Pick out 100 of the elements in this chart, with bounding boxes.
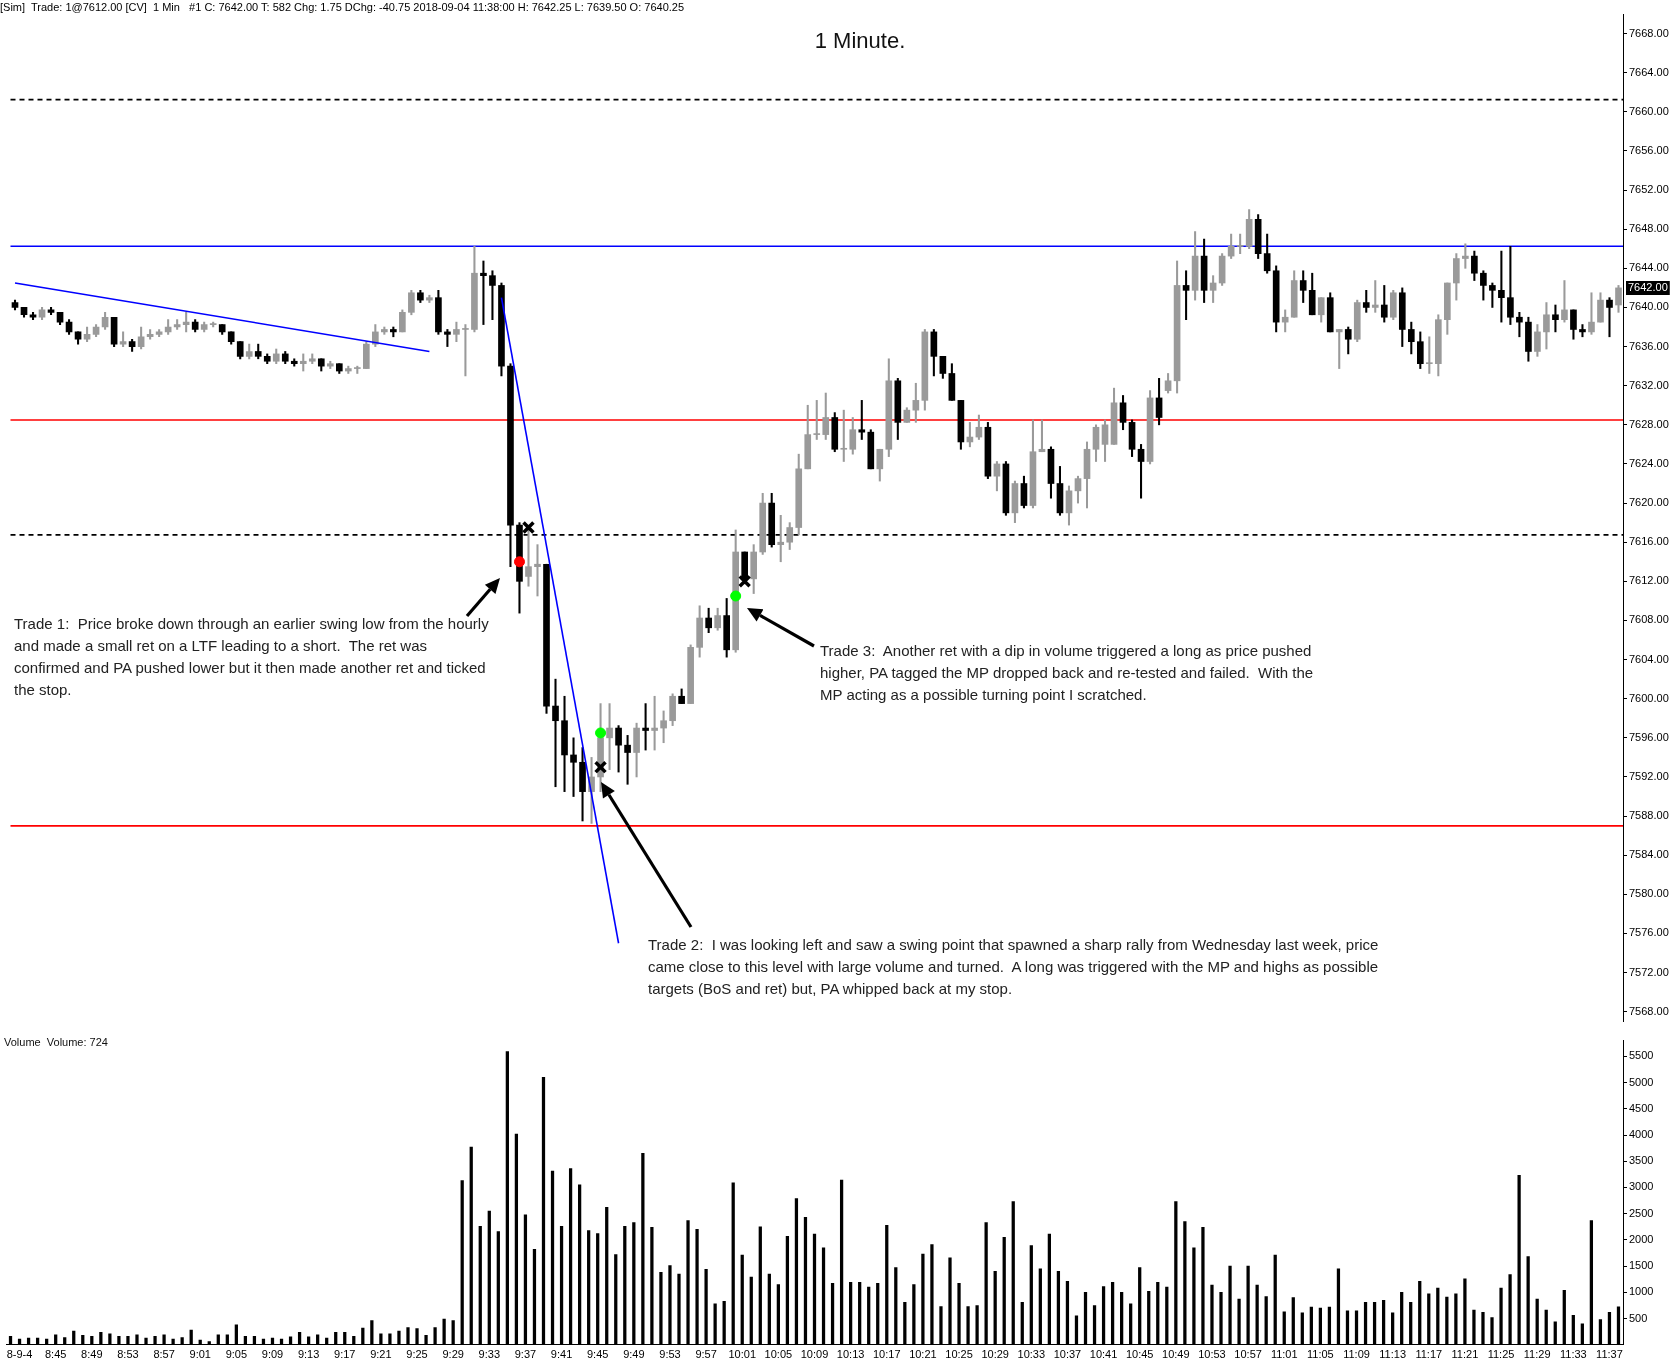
bar — [1381, 1299, 1386, 1345]
bar — [550, 1170, 555, 1345]
x-tick-label: 8:49 — [81, 1348, 103, 1361]
bar — [1553, 1321, 1557, 1345]
bar — [876, 1283, 880, 1345]
bar — [659, 1272, 663, 1345]
bar — [704, 1268, 708, 1345]
bar — [623, 1225, 627, 1345]
bar — [858, 1282, 862, 1345]
x-tick-label: 9:45 — [586, 1348, 609, 1361]
x-tick-label: 9:57 — [695, 1348, 717, 1361]
bar — [1607, 1311, 1612, 1345]
point — [737, 574, 752, 589]
x-tick-label: 11:01 — [1270, 1348, 1298, 1361]
y-tick-label: 2000 — [1629, 1232, 1654, 1245]
bar — [379, 1333, 383, 1345]
chart-title: Volume Volume: 724 — [4, 1036, 109, 1048]
x-tick-label: 9:17 — [334, 1348, 356, 1361]
y-tick-label: 7668.00 — [1629, 26, 1669, 39]
annotation: Trade 2: I was looking left and saw a swing point that spawned a sharp rally from Wednesday last week, price came close to this level with large volume and turned. A long was triggered with the MP and highs as possible targets (BoS and ret) but, PA whipped back at my stop. — [648, 935, 1380, 999]
x-tick-label: 11:33 — [1559, 1348, 1587, 1361]
bar — [505, 1051, 509, 1345]
y-tick-label: 7576.00 — [1629, 926, 1669, 939]
bar — [1291, 1297, 1295, 1345]
x-tick-label: 9:21 — [370, 1348, 392, 1361]
bar — [1391, 1312, 1395, 1345]
bar — [1264, 1296, 1268, 1345]
bar — [171, 1338, 175, 1345]
y-tick-label: 4000 — [1629, 1128, 1654, 1141]
bar — [1110, 1282, 1115, 1345]
bar — [1273, 1254, 1277, 1345]
x-tick-label: 8:57 — [153, 1348, 175, 1361]
bar — [596, 1233, 600, 1345]
bar — [1174, 1201, 1178, 1345]
bar — [1508, 1274, 1512, 1345]
bar — [587, 1230, 591, 1345]
bar — [559, 1225, 564, 1345]
bar — [1616, 1306, 1621, 1345]
y-tick-label: 7640.00 — [1629, 300, 1669, 313]
x-tick-label: 9:09 — [261, 1348, 284, 1361]
bar — [1517, 1175, 1521, 1345]
bar — [839, 1179, 844, 1345]
bar — [135, 1334, 139, 1345]
bar — [731, 1182, 735, 1345]
bar — [523, 1214, 528, 1345]
bar — [1363, 1301, 1368, 1345]
y-tick-label: 7584.00 — [1629, 848, 1669, 861]
bar — [1029, 1245, 1033, 1345]
bar — [1427, 1293, 1431, 1345]
y-tick-label: 7596.00 — [1629, 730, 1669, 743]
bar — [1499, 1287, 1503, 1345]
bar — [713, 1303, 717, 1345]
bar — [1535, 1298, 1539, 1345]
point — [521, 520, 536, 535]
bar — [939, 1306, 943, 1345]
x-tick-label: 11:21 — [1451, 1348, 1479, 1361]
x-tick-label: 8:45 — [44, 1348, 67, 1361]
candlestick — [561, 695, 568, 792]
y-tick-label: 4500 — [1629, 1101, 1654, 1114]
bar — [469, 1146, 473, 1345]
y-tick-label: 7568.00 — [1629, 1004, 1669, 1017]
y-tick-label: 7604.00 — [1629, 652, 1669, 665]
annotation: 7642.00 — [1628, 280, 1668, 293]
bar — [1454, 1293, 1458, 1345]
bar — [614, 1254, 618, 1345]
x-tick-label: 10:49 — [1162, 1348, 1190, 1361]
x-tick-label: 11:37 — [1596, 1348, 1623, 1361]
bar — [605, 1207, 609, 1345]
x-tick-label: 10:13 — [836, 1348, 865, 1361]
bar — [1156, 1282, 1160, 1345]
x-tick-label: 10:33 — [1017, 1348, 1046, 1361]
bar — [1101, 1286, 1106, 1345]
bar — [668, 1265, 672, 1345]
x-tick-label: 9:13 — [297, 1348, 320, 1361]
bar — [903, 1301, 907, 1345]
bar — [1065, 1281, 1070, 1345]
bar — [1056, 1271, 1061, 1345]
y-tick-label: 7628.00 — [1629, 417, 1669, 430]
bar — [451, 1320, 455, 1345]
bar — [1580, 1323, 1584, 1345]
bar — [1011, 1201, 1015, 1345]
bar — [1201, 1226, 1205, 1345]
bar — [1300, 1312, 1304, 1345]
y-tick-label: 5000 — [1629, 1075, 1654, 1088]
bar — [776, 1284, 780, 1345]
y-tick-label: 7660.00 — [1629, 104, 1669, 117]
candlestick — [840, 409, 848, 462]
x-tick-label: 10:05 — [764, 1348, 793, 1361]
candlestick — [570, 737, 577, 797]
bar — [830, 1283, 835, 1345]
annotation: Trade 1: Price broke down through an earlier swing low from the hourly and made a small ret on a LTF leading to a short. The ret was confirmed and PA pushed lower but it then made another ret and ticked the stop. — [14, 614, 489, 700]
y-tick-label: 7620.00 — [1629, 496, 1669, 509]
bar — [650, 1226, 654, 1345]
bar — [812, 1233, 817, 1345]
bar — [930, 1244, 934, 1345]
x-tick-label: 10:57 — [1234, 1348, 1262, 1361]
bar — [894, 1267, 898, 1345]
x-tick-label: 9:25 — [406, 1348, 428, 1361]
bar — [722, 1300, 726, 1345]
y-tick-label: 7648.00 — [1629, 222, 1669, 235]
